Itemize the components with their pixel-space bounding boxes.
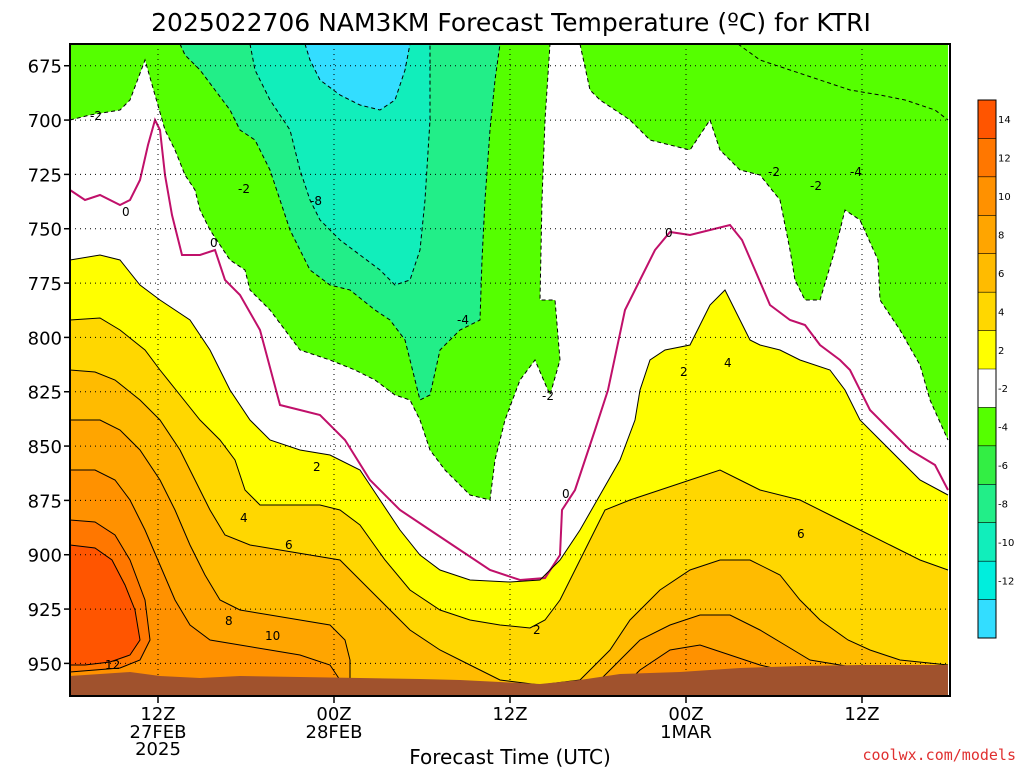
colorbar-tick-label: -10 bbox=[998, 538, 1014, 549]
band-dkorange bbox=[70, 420, 948, 696]
zero-isotherm bbox=[70, 117, 949, 582]
colorbar-band bbox=[978, 100, 996, 139]
colorbar-band bbox=[978, 407, 996, 447]
colorbar-band bbox=[978, 138, 996, 178]
colorbar-tick-label: -12 bbox=[998, 576, 1014, 587]
x-tick-label: 00Z bbox=[668, 704, 703, 725]
colorbar-tick-label: -8 bbox=[998, 500, 1008, 511]
y-tick-label: 700 bbox=[28, 111, 62, 132]
colorbar-band bbox=[978, 330, 996, 370]
contour-label: -8 bbox=[310, 194, 322, 208]
colorbar-tick-label: -2 bbox=[998, 384, 1008, 395]
colorbar-band bbox=[978, 522, 996, 562]
x-tick-date: 28FEB bbox=[306, 722, 363, 743]
contour-label: 2 bbox=[313, 460, 321, 474]
x-tick-label: 12Z bbox=[140, 704, 175, 725]
colorbar-band bbox=[978, 215, 996, 255]
colorbar-tick-label: 14 bbox=[998, 115, 1011, 126]
plot-area bbox=[70, 44, 950, 696]
y-tick-label: 950 bbox=[28, 654, 62, 675]
contour-label: 2 bbox=[533, 623, 541, 637]
colorbar-band bbox=[978, 292, 996, 332]
y-tick-label: 775 bbox=[28, 274, 62, 295]
contour-label: 0 bbox=[122, 205, 130, 219]
colorbar: 14 12 10 8 6 4 2 -2 -4 -6 -8 -10 -12 bbox=[977, 99, 1014, 639]
colorbar-tick-label: 8 bbox=[998, 231, 1004, 242]
colorbar-band bbox=[978, 369, 996, 408]
contour-label: -2 bbox=[238, 182, 250, 196]
colorbar-tick-label: -6 bbox=[998, 461, 1008, 472]
y-axis: 675 700 725 750 775 800 825 850 875 900 925 950 bbox=[28, 57, 70, 675]
y-tick-label: 675 bbox=[28, 57, 62, 78]
contour-label: -2 bbox=[768, 165, 780, 179]
colorbar-tick-label: 12 bbox=[998, 154, 1011, 165]
colorbar-band bbox=[978, 253, 996, 293]
colorbar-tick-label: 2 bbox=[998, 346, 1004, 357]
colorbar-band bbox=[978, 599, 996, 639]
x-tick-label: 12Z bbox=[492, 704, 527, 725]
y-tick-label: 750 bbox=[28, 220, 62, 241]
contour-label: 0 bbox=[210, 236, 218, 250]
chart-title: 2025022706 NAM3KM Forecast Temperature (… bbox=[151, 8, 871, 37]
contour-label: 0 bbox=[665, 226, 673, 240]
contour-labels: -2 -2 -8 0 0 -4 -2 0 0 -2 -2 -4 2 4 2 4 … bbox=[90, 109, 862, 672]
contour-label: 8 bbox=[225, 614, 233, 628]
x-tick-label: 00Z bbox=[316, 704, 351, 725]
contour-label: 2 bbox=[680, 365, 688, 379]
x-tick-label: 12Z bbox=[844, 704, 879, 725]
contour-label: -2 bbox=[542, 389, 554, 403]
x-tick-date: 1MAR bbox=[660, 722, 712, 743]
contour-label: -4 bbox=[850, 165, 862, 179]
contour-label: -2 bbox=[90, 109, 102, 123]
y-tick-label: 850 bbox=[28, 437, 62, 458]
contour-label: -4 bbox=[457, 313, 469, 327]
gridlines bbox=[70, 44, 950, 696]
colorbar-band bbox=[978, 445, 996, 485]
contour-label: 6 bbox=[797, 527, 805, 541]
colorbar-band bbox=[978, 561, 996, 601]
x-axis-label: Forecast Time (UTC) bbox=[409, 745, 611, 768]
colorbar-band bbox=[978, 176, 996, 216]
colorbar-tick-label: -4 bbox=[998, 423, 1008, 434]
y-tick-label: 925 bbox=[28, 600, 62, 621]
colorbar-tick-label: 4 bbox=[998, 307, 1004, 318]
y-tick-label: 900 bbox=[28, 546, 62, 567]
credit-text: coolwx.com/models bbox=[862, 746, 1016, 764]
neg-contours bbox=[70, 44, 949, 501]
colorbar-band bbox=[978, 484, 996, 524]
x-tick-year: 2025 bbox=[135, 739, 181, 760]
contour-label: 4 bbox=[724, 356, 732, 370]
y-tick-label: 725 bbox=[28, 165, 62, 186]
contour-label: 6 bbox=[285, 538, 293, 552]
contour-label: -2 bbox=[810, 179, 822, 193]
y-tick-label: 875 bbox=[28, 491, 62, 512]
contour-label: 10 bbox=[265, 629, 280, 643]
contour-label: 4 bbox=[240, 511, 248, 525]
colorbar-tick-label: 6 bbox=[998, 269, 1004, 280]
y-tick-label: 825 bbox=[28, 383, 62, 404]
x-tick-date: 27FEB bbox=[130, 722, 187, 743]
colorbar-tick-label: 10 bbox=[998, 192, 1011, 203]
y-tick-label: 800 bbox=[28, 328, 62, 349]
contour-label: 12 bbox=[105, 658, 120, 672]
band-deepred bbox=[70, 545, 140, 665]
ground bbox=[70, 665, 948, 696]
contour-label: 0 bbox=[562, 487, 570, 501]
band-cyan2 bbox=[305, 44, 410, 110]
